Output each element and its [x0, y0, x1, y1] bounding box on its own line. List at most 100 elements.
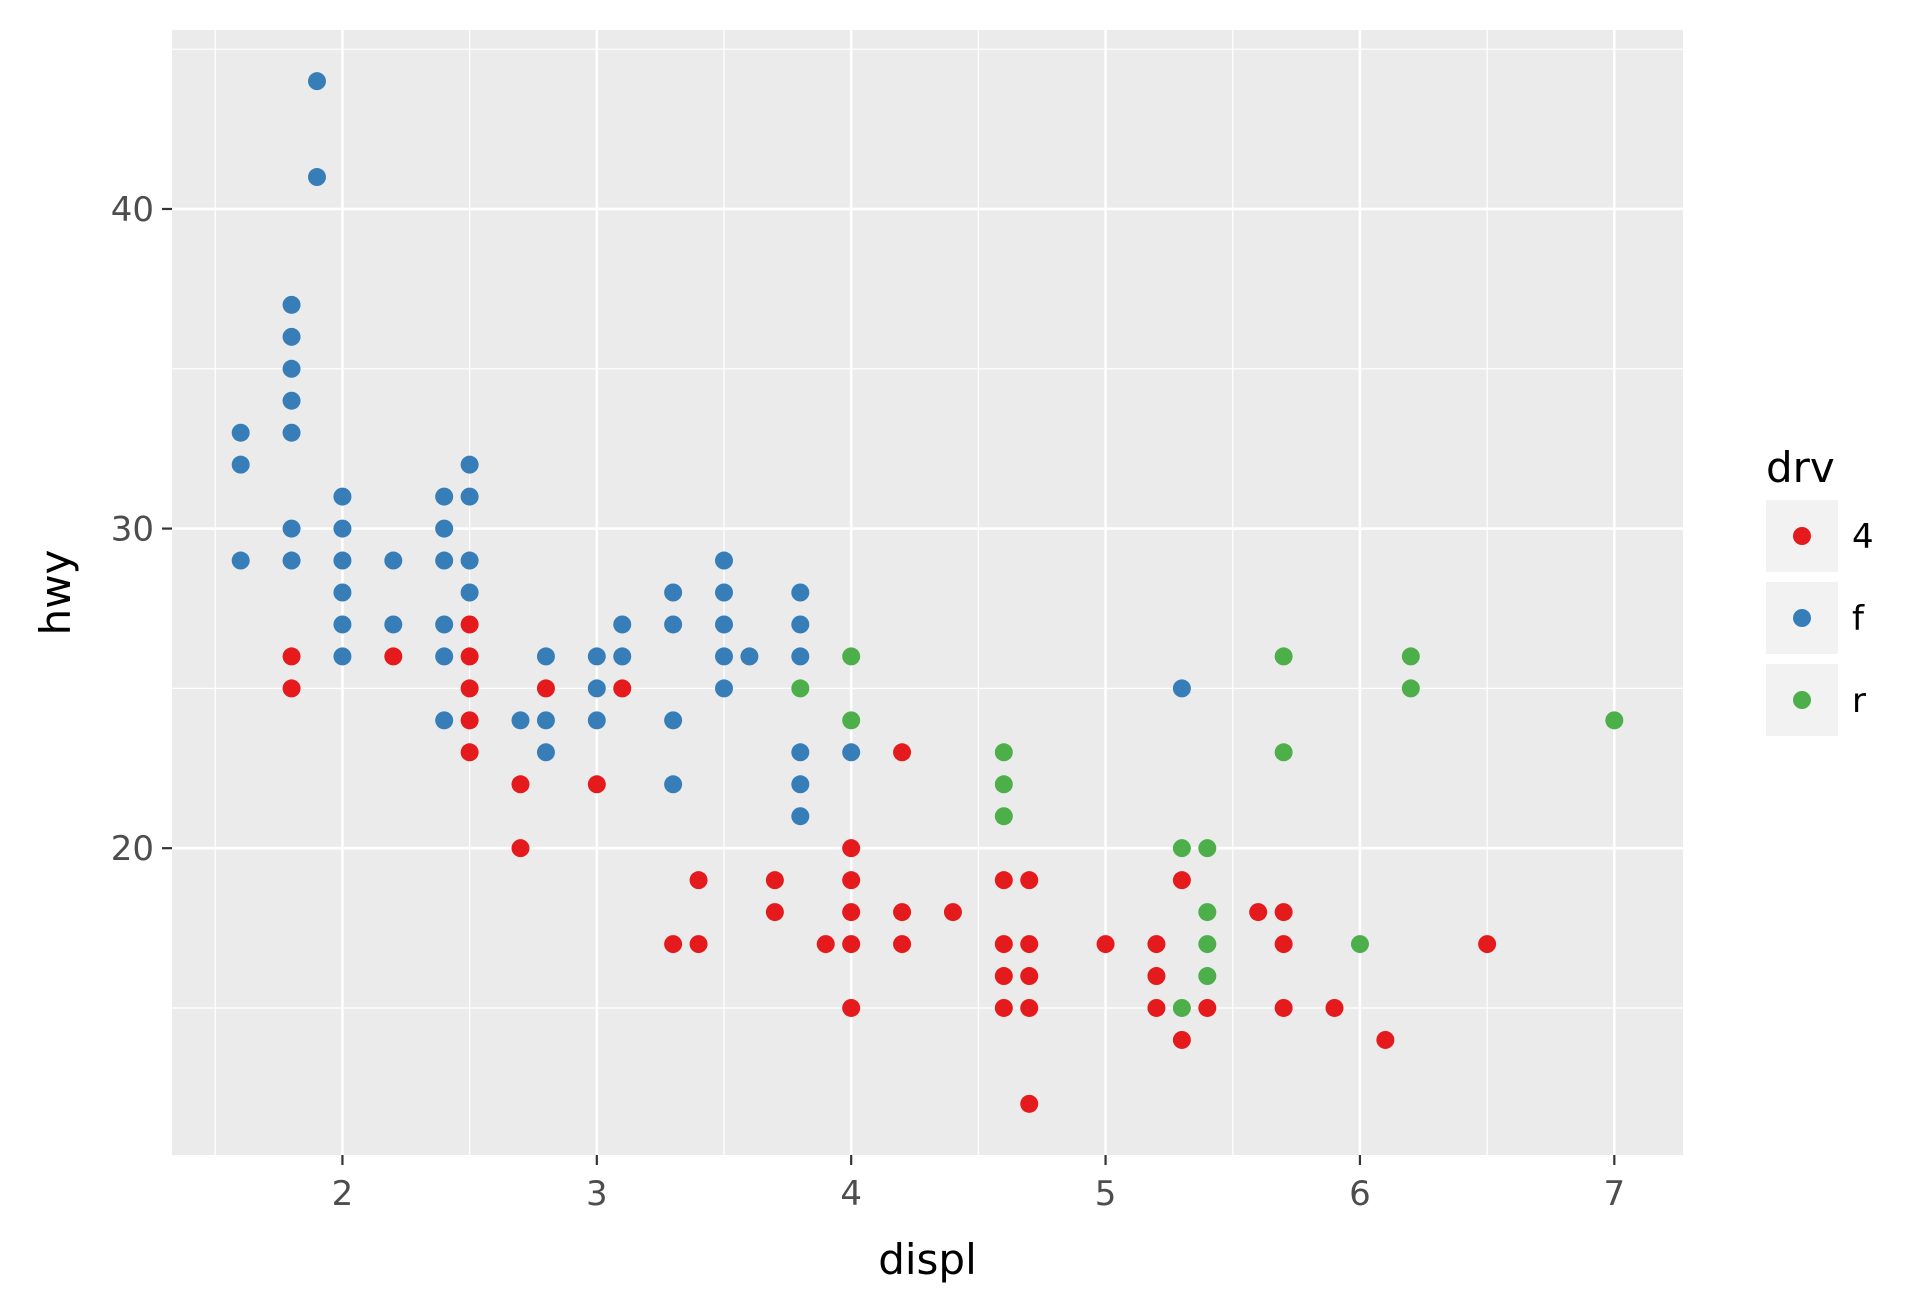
data-point-r: [1274, 743, 1293, 762]
data-point-r: [1605, 711, 1624, 730]
data-point-r: [1198, 967, 1217, 986]
data-point-4: [1376, 1030, 1395, 1049]
data-point-4: [1325, 998, 1344, 1017]
data-point-f: [460, 455, 479, 474]
data-point-f: [282, 519, 301, 538]
data-points: [231, 72, 1624, 1113]
data-point-r: [994, 743, 1013, 762]
data-point-4: [1249, 903, 1268, 922]
legend-swatch-4: [1793, 527, 1811, 545]
data-point-r: [1274, 647, 1293, 666]
x-tick-label: 3: [586, 1174, 608, 1214]
data-point-f: [664, 775, 683, 794]
y-tick-label: 30: [111, 510, 154, 550]
grid-major: [172, 30, 1683, 1155]
data-point-f: [282, 327, 301, 346]
data-point-4: [1020, 935, 1039, 954]
data-point-f: [536, 647, 555, 666]
data-point-f: [231, 551, 250, 570]
legend-title: drv: [1766, 443, 1835, 492]
data-point-4: [765, 903, 784, 922]
data-point-f: [664, 711, 683, 730]
data-point-f: [460, 487, 479, 506]
data-point-f: [791, 775, 810, 794]
data-point-4: [1020, 871, 1039, 890]
data-point-f: [714, 551, 733, 570]
data-point-4: [842, 935, 861, 954]
data-point-4: [460, 679, 479, 698]
data-point-f: [791, 583, 810, 602]
data-point-f: [333, 487, 352, 506]
data-point-4: [994, 871, 1013, 890]
data-point-f: [791, 615, 810, 634]
data-point-f: [282, 359, 301, 378]
data-point-4: [511, 839, 530, 858]
y-axis-title: hwy: [31, 550, 80, 636]
data-point-f: [587, 711, 606, 730]
data-point-4: [842, 871, 861, 890]
data-point-r: [842, 711, 861, 730]
data-point-4: [994, 935, 1013, 954]
data-point-f: [333, 519, 352, 538]
data-point-4: [460, 743, 479, 762]
data-point-f: [333, 583, 352, 602]
legend-label: f: [1852, 599, 1865, 639]
data-point-f: [587, 647, 606, 666]
data-point-f: [333, 647, 352, 666]
data-point-4: [1172, 871, 1191, 890]
data-point-4: [943, 903, 962, 922]
y-tick-label: 20: [111, 829, 154, 869]
data-point-4: [893, 935, 912, 954]
data-point-f: [664, 615, 683, 634]
data-point-4: [1172, 1030, 1191, 1049]
x-axis: 2 3 4 5 6 7: [332, 1155, 1625, 1214]
legend-label: r: [1852, 681, 1866, 721]
data-point-f: [613, 615, 632, 634]
x-tick-label: 6: [1349, 1174, 1371, 1214]
data-point-r: [1401, 647, 1420, 666]
data-point-4: [994, 998, 1013, 1017]
data-point-f: [1172, 679, 1191, 698]
data-point-f: [714, 647, 733, 666]
data-point-f: [714, 679, 733, 698]
data-point-4: [511, 775, 530, 794]
data-point-f: [664, 583, 683, 602]
data-point-r: [842, 647, 861, 666]
data-point-f: [333, 615, 352, 634]
y-axis: 20 30 40: [111, 190, 172, 869]
x-tick-label: 2: [332, 1174, 354, 1214]
legend-items: 4 f r: [1766, 500, 1874, 736]
data-point-4: [1147, 998, 1166, 1017]
data-point-4: [842, 998, 861, 1017]
data-point-4: [587, 775, 606, 794]
data-point-4: [765, 871, 784, 890]
x-tick-label: 5: [1095, 1174, 1117, 1214]
data-point-4: [1020, 967, 1039, 986]
data-point-4: [842, 839, 861, 858]
data-point-4: [1147, 967, 1166, 986]
data-point-f: [714, 615, 733, 634]
data-point-f: [333, 551, 352, 570]
data-point-4: [1147, 935, 1166, 954]
data-point-4: [1198, 998, 1217, 1017]
data-point-r: [1198, 935, 1217, 954]
legend-label: 4: [1852, 517, 1874, 557]
data-point-4: [1274, 998, 1293, 1017]
data-point-4: [282, 679, 301, 698]
data-point-r: [1172, 839, 1191, 858]
data-point-f: [536, 711, 555, 730]
data-point-4: [994, 967, 1013, 986]
data-point-f: [613, 647, 632, 666]
data-point-r: [791, 679, 810, 698]
data-point-4: [1020, 1094, 1039, 1113]
x-tick-label: 4: [840, 1174, 862, 1214]
data-point-f: [231, 455, 250, 474]
data-point-f: [282, 423, 301, 442]
data-point-f: [460, 583, 479, 602]
data-point-f: [435, 615, 454, 634]
data-point-f: [231, 423, 250, 442]
data-point-4: [893, 743, 912, 762]
data-point-4: [689, 935, 708, 954]
data-point-f: [511, 711, 530, 730]
